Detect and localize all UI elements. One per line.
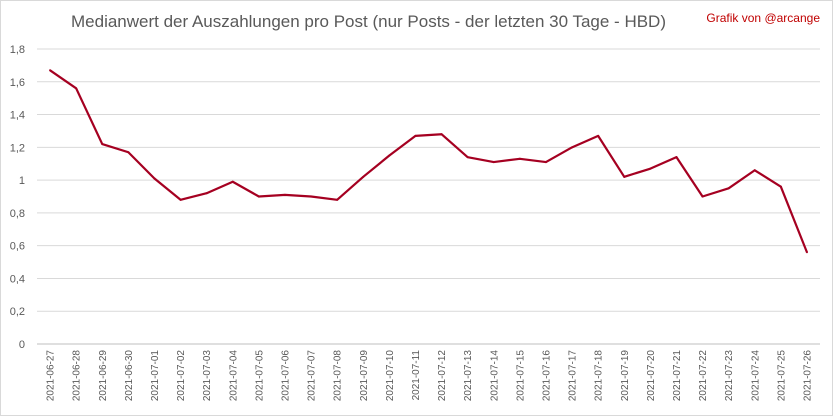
y-tick-label: 0,8 [10,208,25,220]
data-point [231,180,234,183]
x-tick-label: 2021-07-08 [333,350,344,402]
chart-credit: Grafik von @arcange [706,11,820,25]
y-tick-label: 1,2 [10,142,25,154]
series-layer [49,69,808,254]
x-tick-label: 2021-07-20 [646,350,657,402]
data-point [753,169,756,172]
x-tick-label: 2021-07-05 [254,350,265,402]
data-point [101,143,104,146]
data-point [205,192,208,195]
x-tick-label: 2021-07-11 [411,350,422,401]
data-point [805,251,808,254]
data-point [649,167,652,170]
x-tick-label: 2021-07-26 [802,350,813,402]
x-tick-label: 2021-07-06 [280,350,291,402]
data-point [153,177,156,180]
data-point [257,195,260,198]
x-tick-label: 2021-07-09 [359,350,370,402]
x-tick-label: 2021-07-16 [541,350,552,402]
y-tick-label: 1 [19,175,25,187]
x-tick-label: 2021-07-19 [620,350,631,402]
y-tick-label: 1,4 [10,110,25,122]
data-point [597,134,600,137]
x-tick-label: 2021-07-01 [150,350,161,402]
y-tick-label: 0,6 [10,241,25,253]
x-tick-label: 2021-07-07 [307,350,318,402]
data-point [727,187,730,190]
x-tick-label: 2021-07-02 [176,350,187,402]
data-point [779,185,782,188]
series-line [49,69,808,253]
x-tick-label: 2021-07-14 [489,350,500,402]
x-tick-label: 2021-07-23 [724,350,735,402]
y-tick-label: 0,4 [10,273,25,285]
x-tick-label: 2021-07-17 [568,350,579,402]
x-tick-label: 2021-06-27 [46,350,57,402]
data-point [623,175,626,178]
data-point [414,134,417,137]
x-tick-label: 2021-07-18 [594,350,605,402]
data-point [571,146,574,149]
x-tick-label: 2021-06-28 [72,350,83,402]
x-tick-label: 2021-07-21 [672,350,683,402]
x-tick-label: 2021-07-22 [698,350,709,402]
x-tick-label: 2021-07-15 [515,350,526,402]
y-tick-label: 0,2 [10,306,25,318]
x-tick-label: 2021-06-30 [124,350,135,402]
data-point [362,175,365,178]
data-point [544,161,547,164]
y-tick-label: 1,8 [10,44,25,56]
chart-title: Medianwert der Auszahlungen pro Post (nu… [71,12,666,31]
x-tick-label: 2021-07-25 [776,350,787,402]
data-point [675,156,678,159]
data-point [179,198,182,201]
y-tick-label: 0 [19,339,25,351]
x-tick-label: 2021-07-12 [437,350,448,402]
data-point [336,198,339,201]
data-point [310,195,313,198]
y-axis-ticks: 0 0,2 0,4 0,6 0,8 1 1,2 1,4 1,6 1,8 [10,44,25,351]
x-tick-label: 2021-07-04 [228,350,239,402]
x-tick-label: 2021-06-29 [98,350,109,402]
data-point [440,133,443,136]
y-tick-label: 1,6 [10,77,25,89]
x-axis-ticks: 2021-06-27 2021-06-28 2021-06-29 2021-06-30… [46,350,814,402]
data-point [701,195,704,198]
x-tick-label: 2021-07-24 [750,350,761,402]
data-point [388,154,391,157]
data-point [518,157,521,160]
data-point [283,193,286,196]
data-point [492,161,495,164]
x-tick-label: 2021-07-03 [202,350,213,402]
data-point [127,151,130,154]
x-tick-label: 2021-07-10 [385,350,396,402]
gridlines [37,48,820,345]
data-point [75,87,78,90]
data-point [466,156,469,159]
x-tick-label: 2021-07-13 [463,350,474,402]
data-point [49,69,52,72]
